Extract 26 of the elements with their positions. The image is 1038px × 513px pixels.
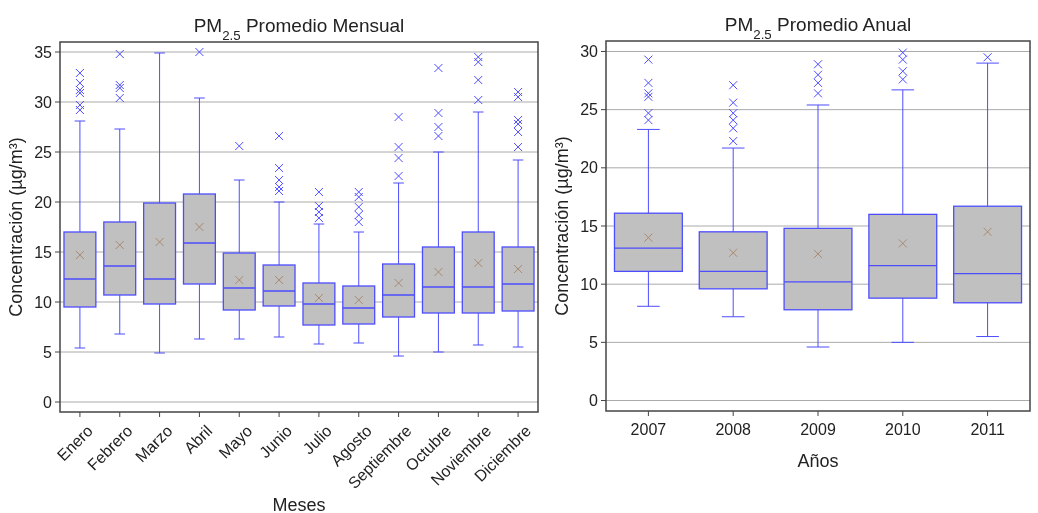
y-tick-label: 20 bbox=[34, 193, 53, 211]
x-axis-title: Años bbox=[797, 451, 839, 471]
y-tick-label: 35 bbox=[34, 43, 53, 61]
y-tick-label: 25 bbox=[580, 101, 599, 119]
y-tick-label: 0 bbox=[589, 392, 599, 410]
y-tick-label: 25 bbox=[34, 143, 53, 161]
x-tick-label: 2010 bbox=[885, 421, 921, 438]
y-tick-label: 10 bbox=[34, 293, 53, 311]
y-tick-label: 0 bbox=[43, 393, 53, 411]
y-axis-title: Concentración (µg/m³) bbox=[552, 136, 572, 316]
y-tick-label: 30 bbox=[580, 43, 599, 61]
y-tick-label: 5 bbox=[43, 343, 53, 361]
chart-title: PM$_{2.5}$ Promedio Anual bbox=[724, 14, 912, 42]
y-tick-label: 5 bbox=[589, 333, 599, 351]
x-tick-label: 2008 bbox=[715, 421, 752, 438]
y-tick-label: 15 bbox=[34, 243, 53, 261]
x-tick-label: 2011 bbox=[970, 421, 1005, 438]
chart-title: PM$_{2.5}$ Promedio Mensual bbox=[193, 15, 405, 43]
y-tick-label: 10 bbox=[580, 275, 599, 293]
y-tick-label: 20 bbox=[580, 159, 599, 177]
y-tick-label: 15 bbox=[580, 217, 599, 235]
y-axis-title: Concentración (µg/m³) bbox=[6, 137, 26, 317]
x-tick-label: 2007 bbox=[630, 421, 667, 438]
x-axis-title: Meses bbox=[272, 495, 326, 513]
x-tick-label: 2009 bbox=[800, 421, 836, 438]
y-tick-label: 30 bbox=[34, 93, 53, 111]
